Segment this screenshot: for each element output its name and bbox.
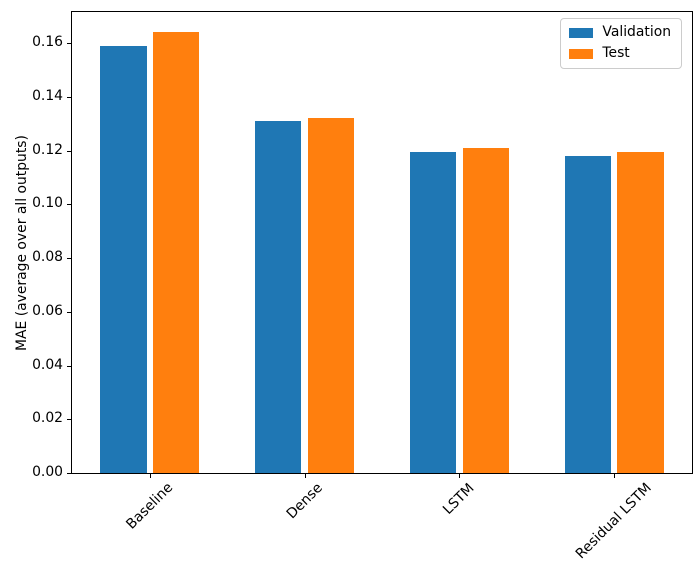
x-tick-mark (459, 474, 461, 478)
y-tick-mark (67, 365, 71, 367)
x-tick-mark (614, 474, 616, 478)
x-tick-label: Residual LSTM (572, 479, 656, 563)
y-tick-label: 0.06 (32, 302, 63, 319)
y-tick-mark (67, 473, 71, 474)
y-tick-mark (67, 150, 71, 152)
y-axis-label-holder: MAE (average over all outputs) (12, 12, 32, 473)
bar-test-dense (307, 118, 355, 473)
x-tick-mark (149, 474, 151, 478)
bar-validation-baseline (100, 45, 147, 473)
legend-swatch-icon (569, 48, 594, 59)
y-tick-mark (67, 419, 71, 421)
y-tick-mark (67, 258, 71, 260)
legend-swatch-icon (569, 27, 594, 38)
y-tick-label: 0.14 (32, 87, 63, 104)
bar-test-baseline (152, 32, 200, 473)
bar-validation-dense (255, 121, 302, 473)
y-tick-mark (67, 204, 71, 206)
bar-validation-residual-lstm (564, 156, 612, 473)
legend-entry-test: Test (569, 46, 671, 61)
x-tick-mark (304, 474, 306, 478)
legend-entry-validation: Validation (569, 24, 671, 40)
x-tick-label: LSTM (440, 479, 478, 518)
y-tick-mark (67, 311, 71, 313)
x-tick-label: Dense (283, 480, 326, 523)
y-tick-mark (67, 43, 71, 45)
y-tick-label: 0.04 (32, 356, 63, 373)
y-tick-label: 0.00 (32, 464, 63, 481)
bar-validation-lstm (409, 151, 457, 473)
bar-test-lstm (462, 147, 509, 473)
legend-label: Test (602, 45, 630, 62)
plot-area: MAE (average over all outputs) Validatio… (14, 11, 693, 562)
legend: Validation Test (560, 18, 682, 69)
y-tick-label: 0.12 (32, 141, 63, 158)
y-tick-mark (67, 96, 71, 98)
bar-test-residual-lstm (617, 151, 664, 473)
x-tick-label: Baseline (122, 479, 176, 533)
y-tick-label: 0.08 (32, 249, 63, 266)
y-tick-label: 0.02 (32, 410, 63, 427)
y-tick-label: 0.10 (32, 195, 63, 212)
y-tick-label: 0.16 (32, 34, 63, 51)
legend-label: Validation (602, 24, 671, 40)
